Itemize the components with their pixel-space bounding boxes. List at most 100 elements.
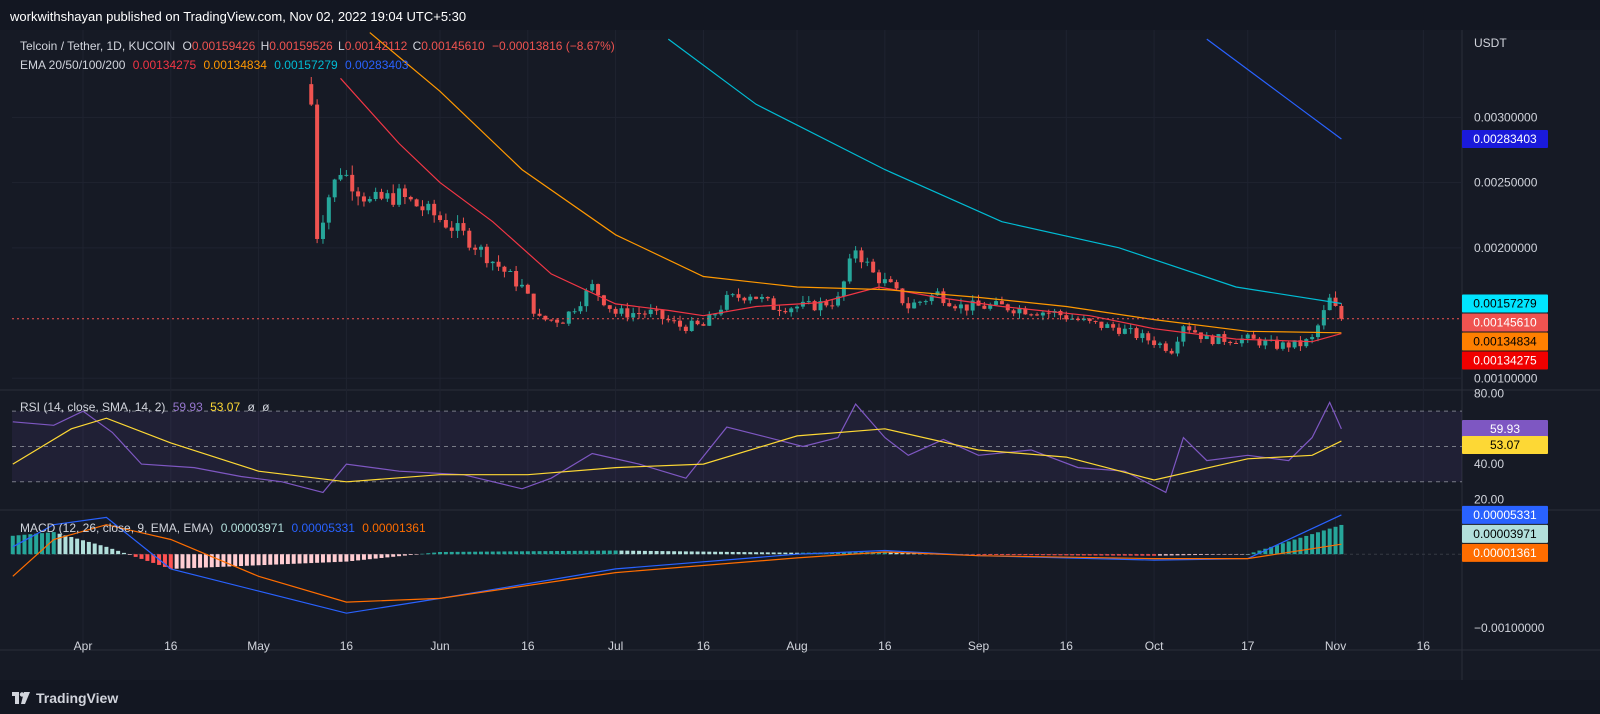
macd-histogram-bar <box>1181 554 1186 556</box>
macd-histogram-bar <box>882 552 887 555</box>
symbol-label[interactable]: Telcoin / Tether, 1D, KUCOIN <box>20 39 176 53</box>
candle-down <box>420 206 425 211</box>
rsi-sma-axis-tag-label: 53.07 <box>1490 438 1520 452</box>
candle-down <box>701 324 706 326</box>
macd-histogram-bar <box>502 551 507 555</box>
candle-up <box>1017 308 1022 314</box>
candle-down <box>414 199 419 207</box>
ema-legend: EMA 20/50/100/200 0.00134275 0.00134834 … <box>20 58 408 72</box>
macd-histogram-bar <box>789 552 794 555</box>
macd-histogram-bar <box>765 552 770 555</box>
candle-down <box>461 223 466 231</box>
macd-histogram-bar <box>391 554 396 557</box>
chart-canvas[interactable]: Apr 16 May 16 Jun 16 Jul 16 Aug 16 Sep 16 Oct 17 Nov 16… <box>0 30 1600 680</box>
candle-down <box>777 309 782 312</box>
candle-down <box>637 313 642 315</box>
macd-histogram-bar <box>385 554 390 558</box>
macd-histogram-bar <box>10 535 15 555</box>
macd-histogram-bar <box>22 534 27 555</box>
macd-histogram-bar <box>999 554 1004 556</box>
candle-up <box>923 301 928 303</box>
macd-histogram-bar <box>830 552 835 555</box>
macd-histogram-bar <box>1105 554 1110 556</box>
price-axis-tag-last_price <box>1462 313 1548 332</box>
macd-value: 0.00005331 <box>291 521 355 535</box>
macd-histogram-bar <box>1175 554 1180 556</box>
candle-down <box>525 284 530 294</box>
time-axis-label: Jul <box>608 639 623 653</box>
candle-down <box>1333 297 1338 306</box>
time-axis-label: 16 <box>1417 639 1431 653</box>
candle-up <box>730 294 735 296</box>
candle-up <box>1140 333 1145 339</box>
macd-hist-axis-tag-label: 0.00003971 <box>1473 527 1537 541</box>
candle-up <box>320 222 325 239</box>
candle-up <box>818 301 823 311</box>
macd-histogram-bar <box>168 554 173 569</box>
change-value: −0.00013816 (−8.67%) <box>492 39 615 53</box>
macd-histogram-bar <box>198 554 203 568</box>
time-axis-label: Nov <box>1325 639 1346 653</box>
macd-histogram-bar <box>783 552 788 555</box>
macd-histogram-bar <box>467 551 472 555</box>
rsi-legend-label[interactable]: RSI (14, close, SMA, 14, 2) <box>20 400 166 414</box>
candle-up <box>929 295 934 302</box>
price-axis-tag-ema50-label: 0.00134834 <box>1473 335 1537 349</box>
candle-up <box>689 320 694 331</box>
macd-histogram-bar <box>473 551 478 555</box>
candle-down <box>1193 330 1198 333</box>
candle-up <box>426 203 431 211</box>
rsi-sma-axis-tag <box>1462 436 1548 455</box>
rsi-sma-line <box>12 417 1342 483</box>
chart-area[interactable]: Apr 16 May 16 Jun 16 Jul 16 Aug 16 Sep 16 Oct 17 Nov 16… <box>0 30 1600 680</box>
macd-histogram-bar <box>379 554 384 558</box>
price-legend: Telcoin / Tether, 1D, KUCOIN O0.00159426… <box>20 39 615 53</box>
candle-down <box>859 250 864 263</box>
macd-histogram-bar <box>537 551 542 555</box>
macd-histogram-bar <box>1140 554 1145 556</box>
macd-histogram-bar <box>607 550 612 555</box>
macd-histogram-bar <box>479 551 484 555</box>
macd-histogram-bar <box>1152 554 1157 556</box>
macd-histogram-bar <box>367 554 372 560</box>
candle-up <box>490 261 495 264</box>
macd-histogram-bar <box>262 554 267 566</box>
macd-histogram-bar <box>291 554 296 564</box>
macd-histogram-bar <box>637 550 642 555</box>
macd-histogram-bar <box>1327 528 1332 555</box>
macd-histogram-bar <box>724 551 729 555</box>
macd-histogram-bar <box>736 552 741 555</box>
macd-histogram-bar <box>1157 554 1162 556</box>
candle-down <box>432 203 437 216</box>
macd-histogram-bar <box>51 532 56 555</box>
candle-down <box>350 174 355 192</box>
macd-histogram-bar <box>525 551 530 555</box>
macd-histogram-bar <box>285 554 290 565</box>
candle-down <box>1286 342 1291 348</box>
candle-down <box>607 305 612 309</box>
candle-down <box>683 326 688 331</box>
macd-histogram-bar <box>40 533 45 555</box>
macd-histogram-bar <box>1017 554 1022 556</box>
ema-legend-label[interactable]: EMA 20/50/100/200 <box>20 58 126 72</box>
macd-histogram-bar <box>730 551 735 555</box>
rsi-tick-label: 40.00 <box>1474 457 1504 471</box>
price-tick-label: 0.00100000 <box>1474 371 1538 385</box>
price-axis-tag-ema100-label: 0.00157279 <box>1473 297 1537 311</box>
candle-down <box>315 104 320 239</box>
macd-histogram-bar <box>145 554 150 561</box>
macd-histogram-bar <box>584 550 589 555</box>
tradingview-brand[interactable]: TradingView <box>12 690 118 706</box>
macd-histogram-bar <box>57 533 62 555</box>
currency-label: USDT <box>1474 36 1507 50</box>
candle-up <box>1122 328 1127 334</box>
candle-down <box>514 271 519 287</box>
low-label: L <box>338 39 345 53</box>
candle-down <box>402 188 407 197</box>
ema200-value: 0.00283403 <box>345 58 409 72</box>
candle-down <box>408 196 413 200</box>
candle-up <box>724 294 729 310</box>
close-value: 0.00145610 <box>421 39 485 53</box>
candle-down <box>742 297 747 301</box>
macd-legend-label[interactable]: MACD (12, 26, close, 9, EMA, EMA) <box>20 521 214 535</box>
